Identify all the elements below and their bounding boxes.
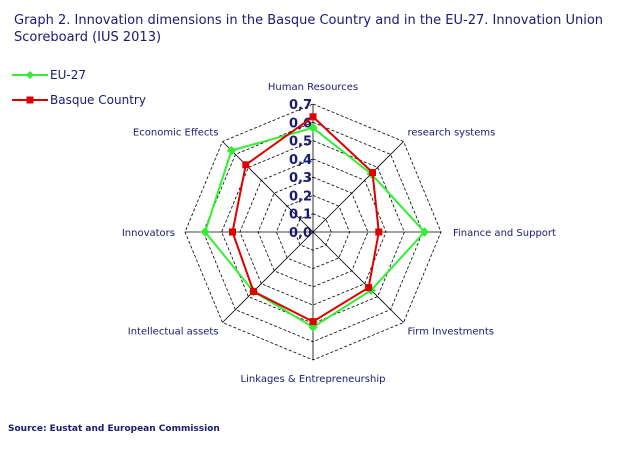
legend-label-1: Basque Country [50,93,146,107]
series [200,113,430,332]
series-1-point-0 [309,113,317,121]
spoke-3 [312,231,404,323]
series-1-point-4 [309,318,317,326]
grid-ring [221,140,405,324]
legend-label-0: EU-27 [50,68,86,82]
tick-label: 0,6 [289,116,312,131]
series-1-point-5 [250,288,257,295]
series-0-point-7 [226,145,237,156]
series-0-point-6 [200,227,210,237]
series-0-point-2 [419,227,430,237]
series-1-point-7 [242,161,250,169]
series-0-point-0 [308,123,318,133]
series-1-point-6 [229,228,236,236]
series-1-point-3 [365,284,373,292]
axis-label-7: Economic Effects [133,128,219,139]
legend-marker-1 [26,96,34,104]
tick-label: 0,3 [289,171,312,186]
spoke-5 [222,231,314,323]
spoke-7 [222,141,314,233]
axis-label-3: Firm Investments [408,327,495,338]
axis-label-0: Human Resources [268,82,358,93]
axis-label-5: Intellectual assets [128,327,219,338]
series-1-point-2 [375,228,383,236]
legend-marker-0 [26,71,34,79]
axis-labels: Human Resources research systems Finance a… [122,82,556,385]
axis-label-4: Linkages & Entrepreneurship [241,374,386,385]
axis-label-2: Finance and Support [453,228,556,239]
axis-label-1: research systems [408,128,496,139]
series-1-point-1 [369,169,376,176]
tick-label: 0,4 [289,153,312,168]
grid-ring [257,176,369,288]
tick-label: 0,7 [289,98,312,113]
legend: EU-27 Basque Country [12,68,146,107]
chart-title: Graph 2. Innovation dimensions in the Ba… [14,13,604,45]
spoke-1 [312,141,404,233]
tick-label: 0,1 [289,208,312,223]
axis-label-6: Innovators [122,228,175,239]
tick-label: 0,2 [289,189,312,204]
tick-labels: 0,0 0,1 0,2 0,3 0,4 0,5 0,6 0,7 [289,98,312,241]
source-note: Source: Eustat and European Commission [8,424,220,434]
tick-label: 0,0 [289,226,312,241]
tick-label: 0,5 [289,135,312,150]
